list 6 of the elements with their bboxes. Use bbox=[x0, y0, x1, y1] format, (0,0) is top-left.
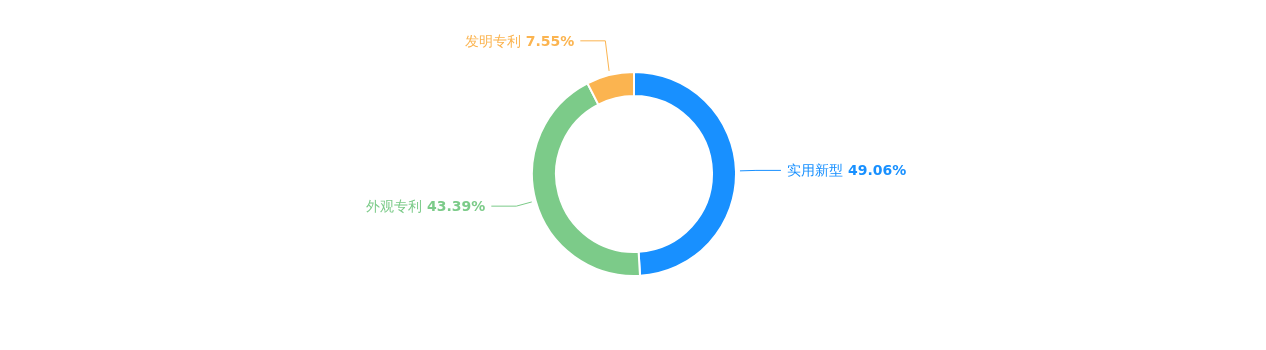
data-label: 7.55% bbox=[525, 32, 575, 49]
slice-label: 外观专利 bbox=[366, 198, 422, 215]
slice-label: 实用新型 bbox=[786, 162, 843, 179]
data-label: 49.06% bbox=[847, 162, 907, 179]
data-label: 43.39% bbox=[427, 198, 486, 215]
slice-label: 发明专利 bbox=[464, 32, 521, 49]
